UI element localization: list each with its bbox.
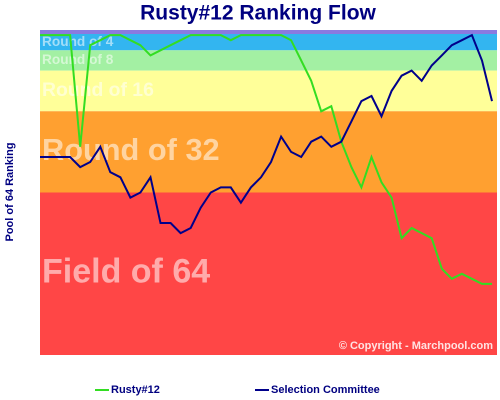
copyright: © Copyright - Marchpool.com	[339, 340, 493, 352]
legend-label: Selection Committee	[271, 384, 380, 396]
band-label: Round of 8	[42, 52, 114, 67]
band	[40, 111, 497, 193]
band	[40, 192, 497, 355]
series-line	[40, 33, 493, 235]
band-label: Field of 64	[42, 253, 210, 291]
band-label: Round of 32	[42, 132, 220, 167]
band	[40, 50, 497, 71]
y-axis-label: Pool of 64 Ranking	[4, 142, 16, 241]
band	[40, 34, 497, 51]
band	[40, 70, 497, 112]
legend-label: Rusty#12	[111, 384, 160, 396]
band-label: Round of 4	[42, 34, 114, 49]
band-label: Round of 16	[42, 79, 154, 101]
series-line	[40, 34, 492, 285]
top-strip	[40, 30, 497, 34]
chart-title: Rusty#12 Ranking Flow	[140, 2, 376, 25]
